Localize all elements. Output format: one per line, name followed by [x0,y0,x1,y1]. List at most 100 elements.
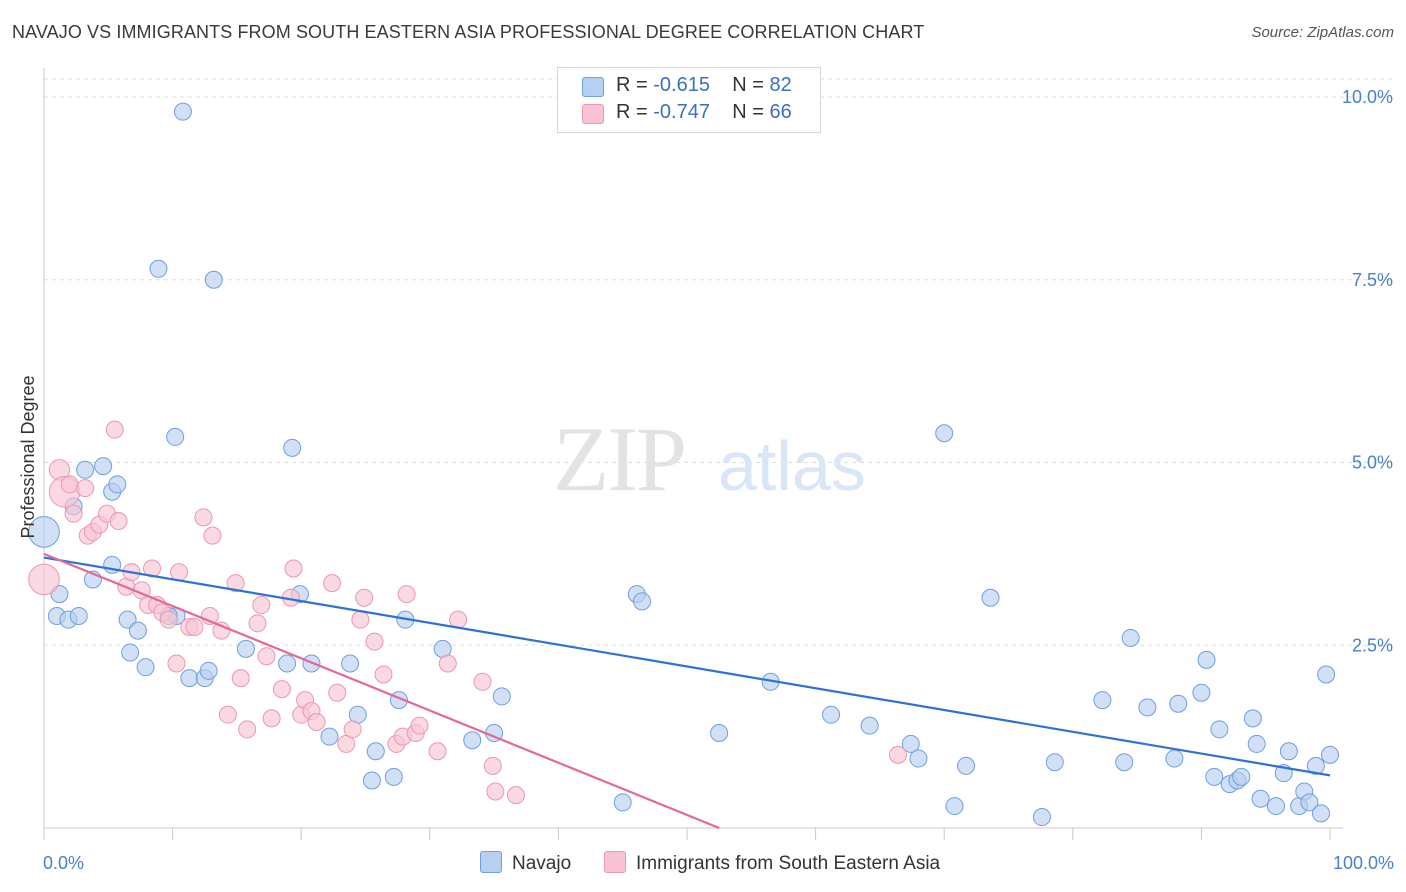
legend-r-label: R = [616,101,648,123]
chart-title: NAVAJO VS IMMIGRANTS FROM SOUTH EASTERN … [12,22,925,42]
trend-lines [43,552,1331,830]
legend-r-value: -0.615 [653,74,710,96]
x-tick-label-min: 0.0% [43,853,84,873]
sea-point [167,654,186,673]
navajo-point [1210,720,1229,739]
bottom-legend-swatch-navajo [480,851,502,873]
navajo-point [822,705,841,724]
navajo-point [492,687,511,706]
navajo-point [128,621,147,640]
sea-point [212,621,231,640]
x-tick-label-max: 100.0% [1333,853,1394,873]
navajo-point [118,610,137,629]
bottom-legend-swatch-sea [604,851,626,873]
source-note: Source: ZipAtlas.com [1251,24,1394,41]
sea-point [888,745,907,764]
sea-point [328,683,347,702]
sea-point [170,563,189,582]
sea-point [428,742,447,761]
sea-point [248,614,267,633]
navajo-point [76,460,95,479]
sea-point [410,716,429,735]
bottom-legend-label-sea: Immigrants from South Eastern Asia [636,853,941,874]
sea-point [355,588,374,607]
sea-point [483,756,502,775]
navajo-point [320,727,339,746]
navajo-point [1279,742,1298,761]
navajo-point [236,639,255,658]
watermark-atlas: atlas [718,427,866,505]
navajo-point [94,457,113,476]
sea-point [185,617,204,636]
navajo-point [860,716,879,735]
navajo-point [632,592,651,611]
stats-legend: R = -0.615 N = 82 R = -0.747 N = 66 [557,67,821,133]
navajo-point [981,588,1000,607]
navajo-point [341,654,360,673]
sea-point [203,526,222,545]
sea-point [272,680,291,699]
sea-point [284,559,303,578]
legend-swatch-sea [582,104,604,124]
navajo-point [1045,753,1064,772]
y-tick-label: 7.5% [1352,270,1393,290]
sea-point [506,786,525,805]
sea-point [76,479,95,498]
sea-point [365,632,384,651]
sea-point [323,574,342,593]
sea-point [194,508,213,527]
navajo-point [384,767,403,786]
sea-points [28,420,907,805]
navajo-point [909,749,928,768]
navajo-point [1232,767,1251,786]
legend-r-label: R = [616,74,648,96]
bottom-legend-label-navajo: Navajo [512,853,572,874]
navajo-point [362,771,381,790]
sea-point [343,720,362,739]
navajo-point [166,427,185,446]
navajo-point [180,669,199,688]
navajo-point [1032,808,1051,827]
y-tick-labels: 2.5% 5.0% 7.5% 10.0% [1342,87,1393,655]
sea-point [143,559,162,578]
sea-point [257,647,276,666]
navajo-point [149,259,168,278]
sea-point [60,475,79,494]
navajo-point [1169,694,1188,713]
navajo-point [901,734,920,753]
watermark-zip: ZIP [553,408,685,510]
navajo-point [1121,628,1140,647]
sea-point [397,585,416,604]
sea-point [262,709,281,728]
navajo-point [121,643,140,662]
legend-n-value: 82 [769,74,792,96]
sea-point [486,782,505,801]
navajo-point [283,438,302,457]
sea-point [374,665,393,684]
watermark: ZIP atlas [553,408,866,510]
navajo-point [366,742,385,761]
navajo-point [945,797,964,816]
sea-point [351,610,370,629]
navajo-point [1093,691,1112,710]
navajo-point [204,270,223,289]
sea-point [64,504,83,523]
navajo-point [1165,749,1184,768]
legend-n-value: 66 [769,101,792,123]
sea-point [159,610,178,629]
navajo-point [710,723,729,742]
sea-point [109,511,128,530]
sea-point [218,705,237,724]
navajo-point [1306,756,1325,775]
sea-point [28,563,60,596]
sea-point [438,654,457,673]
legend-swatch-navajo [582,77,604,97]
navajo-point [278,654,297,673]
legend-r-value: -0.747 [653,101,710,123]
axes [43,68,1343,840]
navajo-point [1115,753,1134,772]
y-axis-label: Professional Degree [18,375,38,538]
navajo-point [199,661,218,680]
navajo-point [1243,709,1262,728]
